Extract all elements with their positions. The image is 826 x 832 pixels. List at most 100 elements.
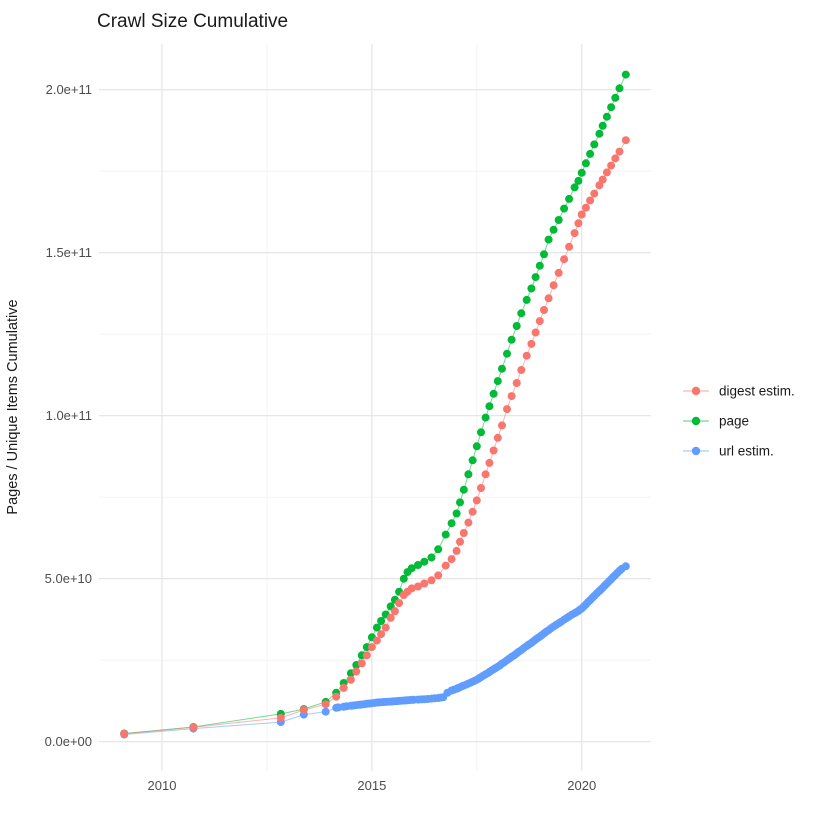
- data-point: [512, 379, 521, 387]
- data-point: [276, 713, 285, 722]
- data-point: [372, 623, 381, 632]
- series-digest-estim: [120, 136, 630, 738]
- data-point: [503, 349, 511, 358]
- data-point: [321, 700, 330, 709]
- data-point: [574, 219, 583, 228]
- data-point: [544, 235, 553, 244]
- data-point: [120, 729, 129, 738]
- data-point: [570, 229, 579, 238]
- data-point: [477, 428, 485, 437]
- legend-label: url estim.: [719, 444, 774, 459]
- data-point: [493, 433, 502, 442]
- legend-label: page: [719, 414, 749, 429]
- series-url-estim: [120, 562, 630, 739]
- data-point: [481, 413, 490, 422]
- data-point: [512, 322, 521, 330]
- chart-title: Crawl Size Cumulative: [97, 11, 288, 32]
- data-point: [611, 93, 620, 102]
- data-point: [447, 555, 456, 564]
- legend-key-dot: [691, 416, 701, 426]
- data-point: [381, 623, 390, 632]
- legend-label: digest estim.: [719, 384, 795, 399]
- data-point: [565, 242, 574, 251]
- data-point: [621, 70, 630, 79]
- data-point: [468, 507, 477, 516]
- data-point: [621, 562, 630, 571]
- data-point: [489, 446, 498, 455]
- data-point: [611, 154, 620, 163]
- data-point: [522, 295, 531, 304]
- data-point: [472, 442, 481, 451]
- x-tick-label: 2020: [567, 778, 596, 793]
- data-point: [464, 470, 473, 479]
- data-point: [481, 470, 490, 479]
- data-point: [414, 561, 422, 569]
- data-point: [372, 636, 381, 645]
- data-point: [367, 643, 376, 652]
- data-point: [447, 519, 456, 528]
- data-point: [607, 161, 616, 170]
- data-point: [441, 561, 450, 570]
- data-point: [602, 112, 611, 121]
- data-point: [498, 364, 506, 373]
- data-point: [549, 225, 558, 234]
- data-point: [377, 630, 386, 639]
- data-point: [602, 168, 611, 177]
- data-point: [565, 194, 574, 203]
- y-tick-label: 0.0e+00: [45, 734, 92, 749]
- data-point: [615, 84, 624, 93]
- data-point: [456, 537, 464, 546]
- data-point: [503, 405, 511, 414]
- data-point: [507, 392, 516, 401]
- data-point: [464, 518, 473, 527]
- data-point: [595, 129, 604, 138]
- data-point: [540, 306, 548, 314]
- data-point: [598, 121, 607, 130]
- data-point: [586, 149, 595, 158]
- data-point: [459, 485, 468, 494]
- data-point: [386, 613, 395, 622]
- data-point: [590, 140, 599, 149]
- y-axis-title: Pages / Unique Items Cumulative: [5, 299, 21, 514]
- data-point: [332, 692, 341, 701]
- data-point: [586, 196, 595, 205]
- data-point: [615, 147, 624, 156]
- data-point: [581, 159, 590, 168]
- data-point: [339, 683, 348, 692]
- data-point: [577, 168, 586, 177]
- data-point: [498, 421, 506, 430]
- y-tick-label: 5.0e+10: [45, 571, 92, 586]
- data-point: [489, 389, 498, 398]
- data-point: [507, 335, 516, 344]
- data-point: [527, 339, 536, 348]
- data-point: [554, 216, 563, 224]
- data-point: [407, 564, 416, 573]
- y-tick-label: 2.0e+11: [46, 82, 92, 97]
- data-point: [560, 255, 569, 264]
- data-point: [189, 723, 198, 732]
- data-point: [581, 203, 590, 212]
- data-point: [427, 576, 436, 585]
- data-point: [577, 210, 586, 219]
- data-point: [452, 546, 461, 555]
- data-point: [456, 498, 464, 507]
- data-point: [485, 402, 494, 411]
- data-point: [522, 351, 531, 360]
- data-point: [399, 574, 408, 583]
- data-point: [321, 707, 330, 716]
- legend-item-page: page: [683, 414, 749, 429]
- data-point: [535, 317, 544, 326]
- grid-layer: [99, 44, 651, 771]
- data-point: [621, 136, 630, 145]
- data-point: [395, 599, 404, 608]
- data-point: [468, 456, 477, 465]
- data-point: [485, 458, 494, 467]
- series-line: [124, 565, 627, 735]
- legend-key-dot: [691, 386, 701, 396]
- data-point: [420, 579, 429, 588]
- data-point: [414, 582, 422, 591]
- legend-key-dot: [691, 446, 701, 456]
- data-point: [544, 294, 553, 303]
- data-point: [554, 268, 563, 277]
